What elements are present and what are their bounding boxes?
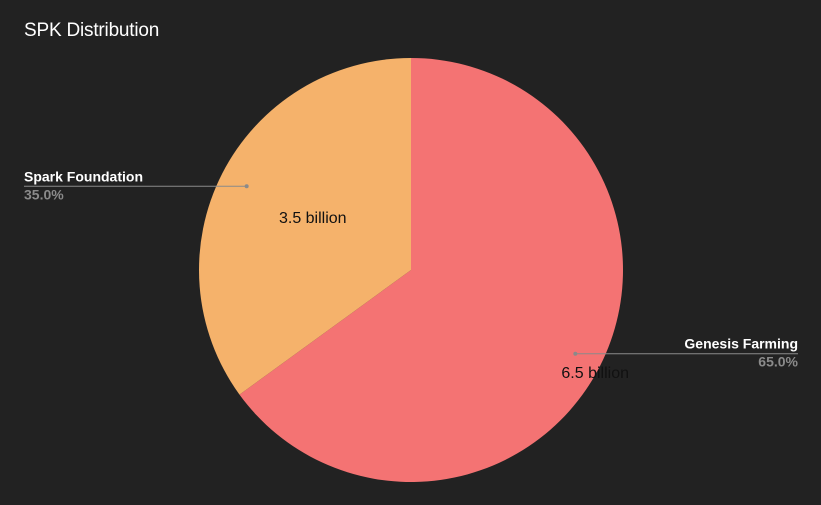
pie-slices [199, 58, 623, 483]
value-label-genesis-farming: 6.5 billion [561, 365, 629, 382]
value-label-spark-foundation: 3.5 billion [279, 210, 347, 227]
pie-slice-spark-foundation[interactable] [199, 58, 411, 395]
pie-slice-genesis-farming[interactable] [239, 58, 623, 483]
callout-name-spark-foundation: Spark Foundation [24, 168, 143, 184]
chart-title: SPK Distribution [24, 20, 160, 41]
callout-percent-genesis-farming: 65.0% [758, 354, 798, 370]
callout-percent-spark-foundation: 35.0% [24, 186, 64, 202]
callout-name-genesis-farming: Genesis Farming [684, 336, 798, 352]
pie-callouts: Genesis Farming 65.0% Spark Foundation 35.0… [24, 168, 799, 370]
pie-value-labels: 6.5 billion 3.5 billion [279, 210, 629, 382]
